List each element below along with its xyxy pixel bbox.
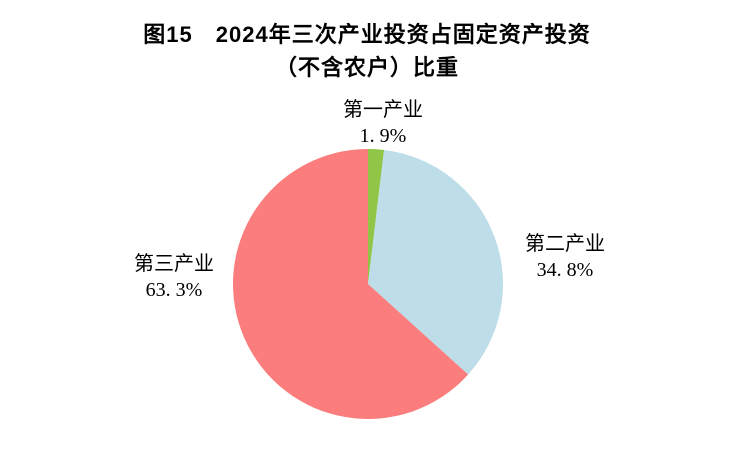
slice-label-tertiary: 第三产业 63. 3%	[99, 251, 249, 303]
pie-slice-2	[368, 149, 503, 375]
slice-label-secondary-value: 34. 8%	[536, 259, 594, 281]
slice-label-secondary-name: 第二产业	[525, 233, 605, 255]
slice-label-tertiary-name: 第三产业	[134, 253, 214, 275]
chart-title: 图15 2024年三次产业投资占固定资产投资 （不含农户）比重	[0, 18, 734, 84]
pie-slice-1	[368, 149, 385, 284]
slice-label-primary-value: 1. 9%	[359, 125, 407, 147]
slice-label-primary: 第一产业 1. 9%	[308, 97, 458, 149]
chart-title-line2: （不含农户）比重	[274, 55, 459, 80]
slice-label-primary-name: 第一产业	[343, 99, 423, 121]
chart-title-line1: 图15 2024年三次产业投资占固定资产投资	[143, 22, 591, 47]
pie-chart	[233, 149, 503, 419]
pie-slice-3	[233, 149, 469, 419]
slice-label-tertiary-value: 63. 3%	[145, 279, 203, 301]
slice-label-secondary: 第二产业 34. 8%	[490, 231, 640, 283]
